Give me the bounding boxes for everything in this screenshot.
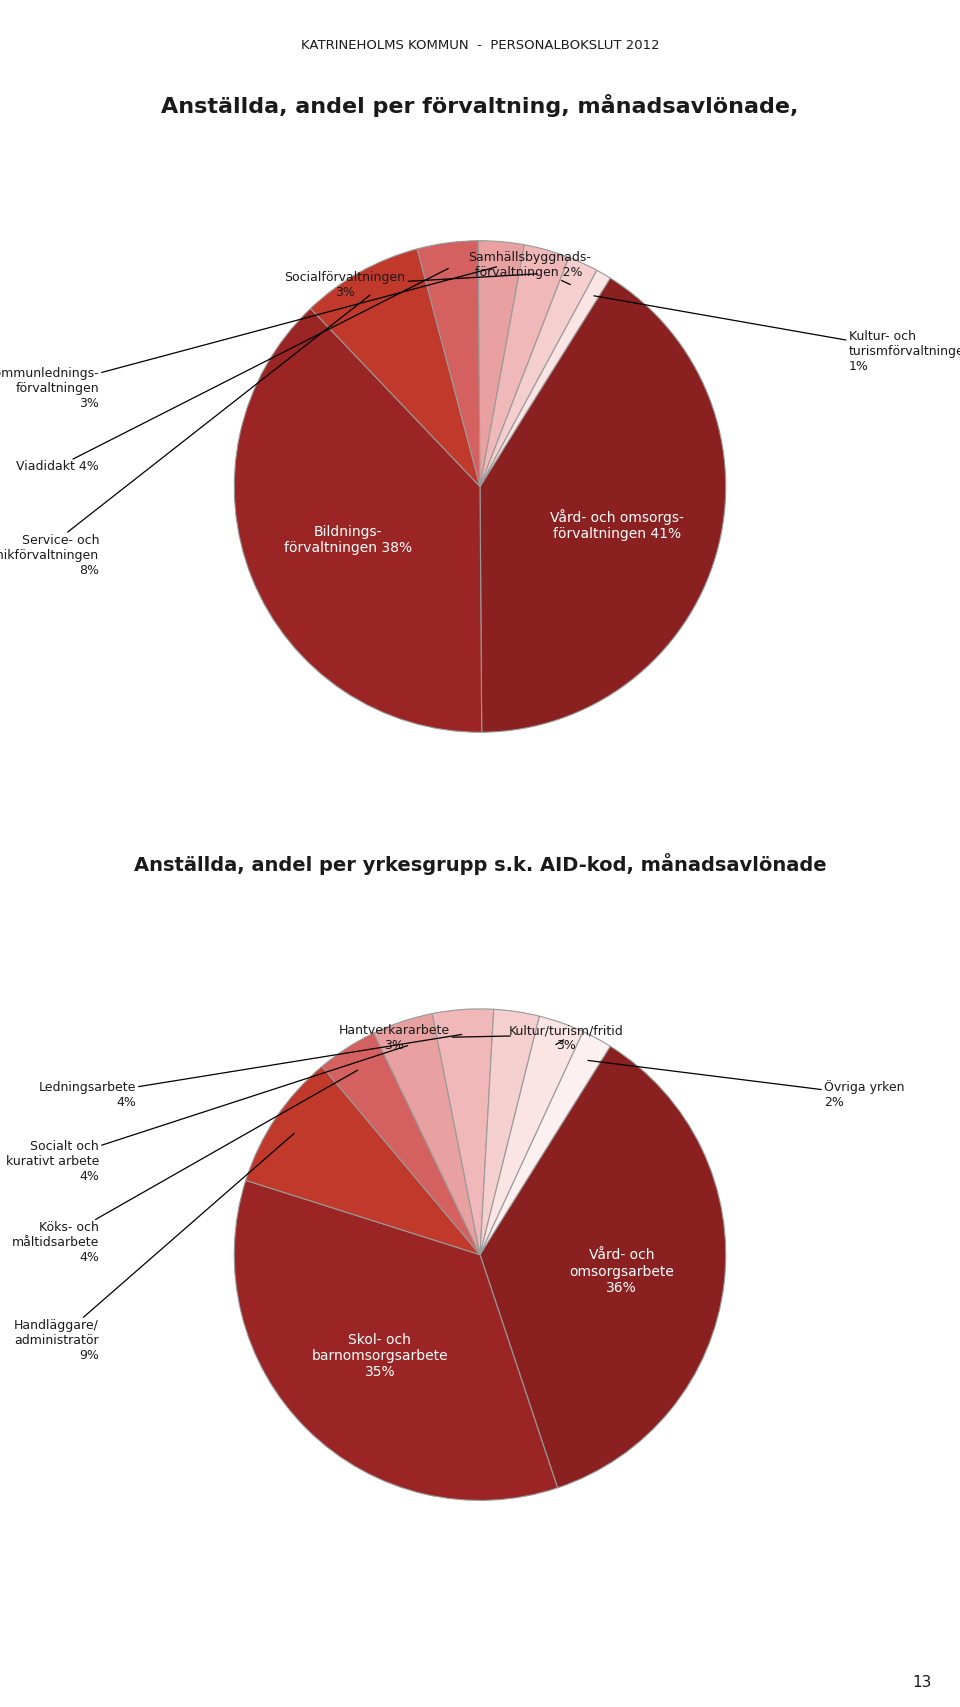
- Wedge shape: [418, 241, 480, 486]
- Text: Kommunlednings-
förvaltningen
3%: Kommunlednings- förvaltningen 3%: [0, 266, 496, 410]
- Text: Kultur/turism/fritid
3%: Kultur/turism/fritid 3%: [509, 1024, 623, 1053]
- Text: Bildnings-
förvaltningen 38%: Bildnings- förvaltningen 38%: [284, 524, 412, 555]
- Text: Kultur- och
turismförvaltningen
1%: Kultur- och turismförvaltningen 1%: [594, 295, 960, 372]
- Text: Vård- och omsorgs-
förvaltningen 41%: Vård- och omsorgs- förvaltningen 41%: [550, 509, 684, 541]
- Text: 13: 13: [912, 1675, 931, 1690]
- Text: Ledningsarbete
4%: Ledningsarbete 4%: [38, 1034, 462, 1110]
- Text: Anställda, andel per yrkesgrupp s.k. AID-kod, månadsavlönade: Anställda, andel per yrkesgrupp s.k. AID…: [133, 854, 827, 876]
- Wedge shape: [310, 249, 480, 486]
- Wedge shape: [322, 1033, 480, 1255]
- Text: Köks- och
måltidsarbete
4%: Köks- och måltidsarbete 4%: [12, 1070, 358, 1263]
- Wedge shape: [234, 1180, 558, 1500]
- Text: Vård- och
omsorgsarbete
36%: Vård- och omsorgsarbete 36%: [569, 1248, 674, 1294]
- Text: Viadidakt 4%: Viadidakt 4%: [16, 268, 448, 473]
- Text: Socialt och
kurativt arbete
4%: Socialt och kurativt arbete 4%: [6, 1046, 408, 1183]
- Wedge shape: [480, 1046, 726, 1489]
- Wedge shape: [432, 1009, 493, 1255]
- Text: Handläggare/
administratör
9%: Handläggare/ administratör 9%: [14, 1133, 294, 1362]
- Wedge shape: [480, 1009, 540, 1255]
- Wedge shape: [478, 241, 524, 486]
- Text: Skol- och
barnomsorgsarbete
35%: Skol- och barnomsorgsarbete 35%: [312, 1333, 448, 1379]
- Text: Socialförvaltningen
3%: Socialförvaltningen 3%: [284, 271, 538, 299]
- Wedge shape: [480, 278, 726, 732]
- Wedge shape: [480, 270, 611, 486]
- Wedge shape: [246, 1067, 480, 1255]
- Text: Övriga yrken
2%: Övriga yrken 2%: [588, 1060, 904, 1110]
- Text: Hantverkararbete
3%: Hantverkararbete 3%: [339, 1024, 511, 1053]
- Text: Service- och
teknikförvaltningen
8%: Service- och teknikförvaltningen 8%: [0, 295, 370, 577]
- Wedge shape: [480, 1031, 611, 1255]
- Wedge shape: [234, 309, 482, 732]
- Wedge shape: [373, 1014, 480, 1255]
- Text: Anställda, andel per förvaltning, månadsavlönade,: Anställda, andel per förvaltning, månads…: [161, 94, 799, 116]
- Text: KATRINEHOLMS KOMMUN  -  PERSONALBOKSLUT 2012: KATRINEHOLMS KOMMUN - PERSONALBOKSLUT 20…: [300, 39, 660, 53]
- Wedge shape: [480, 1016, 583, 1255]
- Wedge shape: [480, 244, 569, 486]
- Text: Samhällsbyggnads-
förvaltningen 2%: Samhällsbyggnads- förvaltningen 2%: [468, 251, 590, 285]
- Wedge shape: [480, 258, 597, 486]
